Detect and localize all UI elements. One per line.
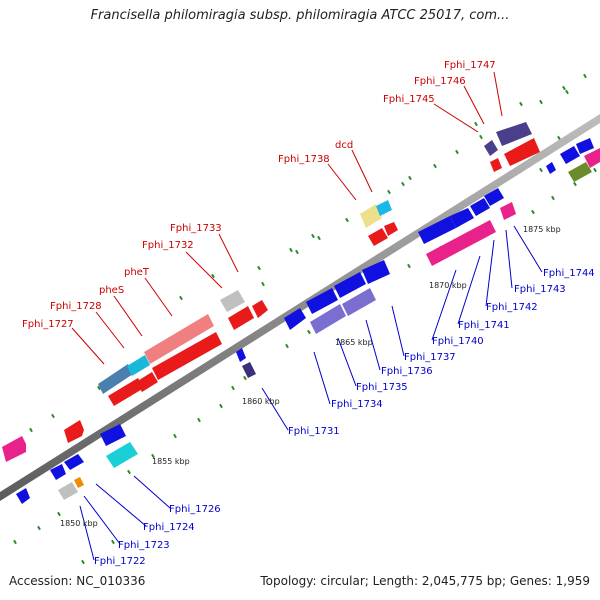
gene-arrow-blue[interactable]	[576, 138, 594, 154]
gene-arrow-grey[interactable]	[220, 290, 245, 312]
gene-label[interactable]: Fphi_1734	[331, 399, 383, 410]
tick-label: 1870 kbp	[429, 281, 467, 290]
gene-arrow-blue[interactable]	[362, 260, 390, 284]
accession-text: Accession: NC_010336	[9, 574, 146, 588]
gene-arrow-steelblue[interactable]	[98, 364, 133, 394]
gene-arrow-cyan-small[interactable]	[127, 355, 150, 376]
gene-label[interactable]: Fphi_1745	[383, 94, 435, 105]
gene-arrow-blue[interactable]	[334, 272, 366, 298]
gene-label[interactable]: Fphi_1738	[278, 154, 330, 165]
gene-arrow-blue[interactable]	[284, 308, 306, 330]
gene-arrow-blue[interactable]	[16, 488, 30, 504]
lower-genes	[16, 188, 516, 504]
gene-arrow-orange[interactable]	[74, 477, 84, 488]
gene-label[interactable]: Fphi_1728	[50, 301, 102, 312]
gene-arrow-grey[interactable]	[58, 482, 78, 500]
gene-arrow-purple[interactable]	[342, 288, 376, 316]
gene-arrow-pink[interactable]	[426, 220, 496, 266]
gene-arrow-red[interactable]	[136, 372, 158, 392]
gene-label[interactable]: dcd	[335, 140, 353, 151]
gene-arrow-pink[interactable]	[2, 436, 26, 462]
leader-lines-top	[71, 71, 503, 365]
gene-arrow-red[interactable]	[504, 138, 540, 166]
gene-arrow-navy[interactable]	[496, 122, 532, 146]
gene-label[interactable]: Fphi_1736	[381, 366, 433, 377]
gene-arrow-navy[interactable]	[242, 362, 256, 378]
tick-label: 1865 kbp	[335, 338, 373, 347]
gene-arrow-red[interactable]	[152, 332, 222, 380]
gene-label[interactable]: Fphi_1731	[288, 426, 340, 437]
gene-arrow-blue[interactable]	[418, 216, 456, 244]
gene-arrow-red[interactable]	[368, 228, 388, 246]
gene-arrow-blue[interactable]	[484, 188, 504, 206]
gene-label[interactable]: pheS	[99, 285, 124, 296]
gene-arrow-cyan[interactable]	[106, 442, 138, 468]
guide-dots	[13, 73, 597, 565]
gene-arrow-salmon[interactable]	[144, 314, 214, 364]
gene-label[interactable]: Fphi_1747	[444, 60, 496, 71]
gene-label[interactable]: Fphi_1742	[486, 302, 538, 313]
gene-arrow-purple[interactable]	[310, 304, 346, 334]
gene-label[interactable]: Fphi_1732	[142, 240, 194, 251]
gene-label[interactable]: Fphi_1722	[94, 556, 146, 567]
gene-label[interactable]: Fphi_1743	[514, 284, 566, 295]
gene-arrow-blue[interactable]	[306, 288, 338, 314]
gene-arrow-blue[interactable]	[546, 162, 556, 174]
gene-labels-bottom: Fphi_1722 Fphi_1723 Fphi_1724 Fphi_1726 …	[94, 268, 595, 567]
gene-label[interactable]: Fphi_1737	[404, 352, 456, 363]
gene-arrow-blue[interactable]	[470, 198, 490, 216]
map-title: Francisella philomiragia subsp. philomir…	[90, 8, 510, 23]
gene-arrow-red[interactable]	[228, 306, 254, 330]
gene-arrow-pink[interactable]	[500, 202, 516, 220]
gene-arrow-red[interactable]	[252, 300, 268, 318]
gene-arrow-cyan[interactable]	[376, 200, 392, 216]
gene-label[interactable]: Fphi_1723	[118, 540, 170, 551]
gene-arrow-blue[interactable]	[236, 348, 246, 362]
gene-label[interactable]: Fphi_1726	[169, 504, 221, 515]
gene-arrow-pink[interactable]	[584, 148, 600, 168]
gene-label[interactable]: Fphi_1741	[458, 320, 510, 331]
gene-arrow-blue[interactable]	[50, 464, 66, 480]
tick-labels: 1850 kbp 1855 kbp 1860 kbp 1865 kbp 1870…	[60, 225, 561, 528]
gene-label[interactable]: Fphi_1727	[22, 319, 74, 330]
gene-arrow-olive[interactable]	[568, 162, 592, 182]
tick-label: 1875 kbp	[523, 225, 561, 234]
gene-labels-top: Fphi_1727 Fphi_1728 pheS pheT Fphi_1732 …	[22, 60, 496, 330]
gene-label[interactable]: Fphi_1724	[143, 522, 195, 533]
gene-arrow-blue[interactable]	[450, 208, 474, 228]
gene-arrow-red[interactable]	[64, 420, 84, 443]
gene-label[interactable]: Fphi_1744	[543, 268, 595, 279]
gene-arrow-blue[interactable]	[100, 424, 126, 446]
tick-label: 1855 kbp	[152, 457, 190, 466]
leader-lines-bottom	[79, 225, 543, 561]
gene-arrow-blue[interactable]	[64, 454, 84, 470]
gene-arrow-red[interactable]	[384, 222, 398, 236]
gene-label[interactable]: Fphi_1746	[414, 76, 466, 87]
gene-label[interactable]: Fphi_1733	[170, 223, 222, 234]
gene-arrow-khaki[interactable]	[360, 204, 382, 228]
gene-arrow-red[interactable]	[108, 378, 144, 406]
gene-label[interactable]: Fphi_1740	[432, 336, 484, 347]
gene-arrow-navy[interactable]	[484, 140, 498, 156]
gene-label[interactable]: Fphi_1735	[356, 382, 408, 393]
gene-label[interactable]: pheT	[124, 267, 150, 278]
gene-arrow-blue[interactable]	[560, 146, 580, 164]
gene-arrow-red[interactable]	[490, 158, 502, 172]
upper-genes	[2, 122, 600, 462]
genome-summary-text: Topology: circular; Length: 2,045,775 bp…	[260, 574, 590, 588]
tick-label: 1860 kbp	[242, 397, 280, 406]
tick-label: 1850 kbp	[60, 519, 98, 528]
genome-backbone	[0, 114, 600, 501]
